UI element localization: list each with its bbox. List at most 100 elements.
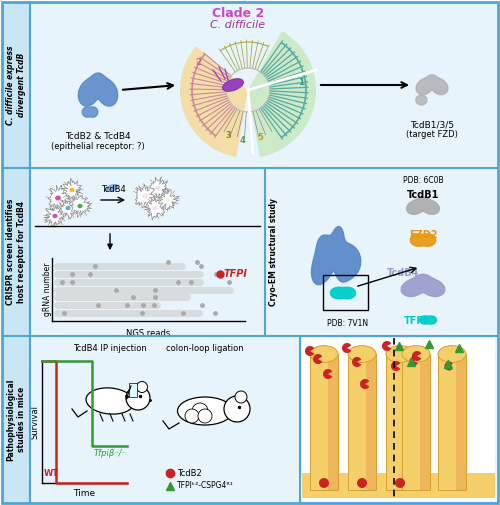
Polygon shape xyxy=(150,177,168,198)
Text: Pathophysiological
studies in mice: Pathophysiological studies in mice xyxy=(6,378,26,461)
Wedge shape xyxy=(305,346,314,356)
Text: Time: Time xyxy=(74,489,96,498)
Bar xyxy=(2,336,498,503)
Text: PDB: 6C0B: PDB: 6C0B xyxy=(402,176,444,185)
Bar xyxy=(404,354,414,490)
Bar xyxy=(402,354,430,490)
Wedge shape xyxy=(391,361,400,371)
Bar xyxy=(328,354,338,490)
Polygon shape xyxy=(420,316,436,324)
Ellipse shape xyxy=(386,345,414,363)
Text: Cryo-EM structural study: Cryo-EM structural study xyxy=(268,198,278,306)
Bar xyxy=(366,354,376,490)
Circle shape xyxy=(235,391,247,403)
Polygon shape xyxy=(312,227,361,285)
Ellipse shape xyxy=(55,195,61,200)
Wedge shape xyxy=(248,31,316,157)
Circle shape xyxy=(198,409,212,423)
Text: TcdB4 IP injection: TcdB4 IP injection xyxy=(73,344,147,353)
Polygon shape xyxy=(158,189,180,210)
Text: TFPIᵏ²-CSPG4ᴿ¹: TFPIᵏ²-CSPG4ᴿ¹ xyxy=(177,481,234,490)
Wedge shape xyxy=(360,379,370,389)
Text: (epithelial receptor: ?): (epithelial receptor: ?) xyxy=(51,142,145,151)
Text: 5: 5 xyxy=(257,133,263,142)
Wedge shape xyxy=(412,351,422,361)
Polygon shape xyxy=(410,234,436,246)
Circle shape xyxy=(185,409,199,423)
Text: 3: 3 xyxy=(225,131,231,140)
Bar xyxy=(348,354,376,490)
Polygon shape xyxy=(48,185,70,210)
Ellipse shape xyxy=(402,345,430,363)
Bar xyxy=(2,2,30,168)
Wedge shape xyxy=(313,354,322,364)
Text: TFPI: TFPI xyxy=(224,269,248,279)
Wedge shape xyxy=(166,469,173,477)
Polygon shape xyxy=(60,179,82,201)
Ellipse shape xyxy=(348,345,376,363)
Text: PDB: 7V1N: PDB: 7V1N xyxy=(327,319,368,328)
Ellipse shape xyxy=(78,204,82,208)
Ellipse shape xyxy=(438,345,466,363)
Ellipse shape xyxy=(142,193,148,198)
Wedge shape xyxy=(342,343,351,353)
Bar xyxy=(2,168,498,336)
Wedge shape xyxy=(382,341,392,351)
Text: C. difficile express
divergent TcdB: C. difficile express divergent TcdB xyxy=(6,45,26,125)
Ellipse shape xyxy=(178,397,233,425)
Polygon shape xyxy=(56,199,80,219)
Wedge shape xyxy=(444,362,453,371)
Text: 2: 2 xyxy=(195,58,201,67)
Text: Survival: Survival xyxy=(30,405,40,439)
Ellipse shape xyxy=(152,206,158,210)
Ellipse shape xyxy=(310,345,338,363)
Text: 4: 4 xyxy=(240,136,246,145)
Text: TFPI: TFPI xyxy=(404,316,428,326)
Text: WT: WT xyxy=(44,469,59,478)
Wedge shape xyxy=(410,357,418,366)
Circle shape xyxy=(192,403,208,419)
Polygon shape xyxy=(135,185,158,208)
Text: TcdB2: TcdB2 xyxy=(177,469,202,478)
Polygon shape xyxy=(406,197,440,214)
Bar xyxy=(386,354,414,490)
Circle shape xyxy=(224,396,250,422)
Bar xyxy=(420,354,430,490)
Text: TcdB2 & TcdB4: TcdB2 & TcdB4 xyxy=(65,132,131,141)
Bar xyxy=(2,168,30,336)
Text: 1: 1 xyxy=(298,78,304,87)
Bar xyxy=(2,336,30,503)
Text: TcdB1: TcdB1 xyxy=(407,190,439,200)
Wedge shape xyxy=(323,369,332,379)
Circle shape xyxy=(319,478,329,488)
Polygon shape xyxy=(82,107,98,117)
Text: C. difficile: C. difficile xyxy=(210,20,266,30)
Polygon shape xyxy=(44,206,64,227)
Ellipse shape xyxy=(156,186,160,190)
Polygon shape xyxy=(401,274,445,296)
Ellipse shape xyxy=(52,214,58,218)
Circle shape xyxy=(395,478,405,488)
Ellipse shape xyxy=(70,188,74,192)
Ellipse shape xyxy=(86,388,134,414)
Text: (target FZD): (target FZD) xyxy=(406,130,458,139)
Ellipse shape xyxy=(166,198,170,202)
Bar xyxy=(302,473,495,498)
Circle shape xyxy=(357,478,367,488)
Text: gRNA number: gRNA number xyxy=(42,263,51,316)
Polygon shape xyxy=(416,95,427,105)
Polygon shape xyxy=(70,195,92,217)
Ellipse shape xyxy=(106,184,118,192)
Text: Clade 2: Clade 2 xyxy=(212,7,264,20)
Text: CRISPR screen identifies
host receptor for TcdB4: CRISPR screen identifies host receptor f… xyxy=(6,199,26,305)
Bar xyxy=(310,354,338,490)
Text: NGS reads: NGS reads xyxy=(126,329,170,338)
Polygon shape xyxy=(78,73,118,106)
Bar xyxy=(302,338,495,501)
Circle shape xyxy=(126,386,150,410)
Ellipse shape xyxy=(66,206,70,210)
Bar xyxy=(129,383,137,397)
Text: TcdB4: TcdB4 xyxy=(100,185,126,194)
Text: colon-loop ligation: colon-loop ligation xyxy=(166,344,244,353)
Polygon shape xyxy=(416,75,448,94)
